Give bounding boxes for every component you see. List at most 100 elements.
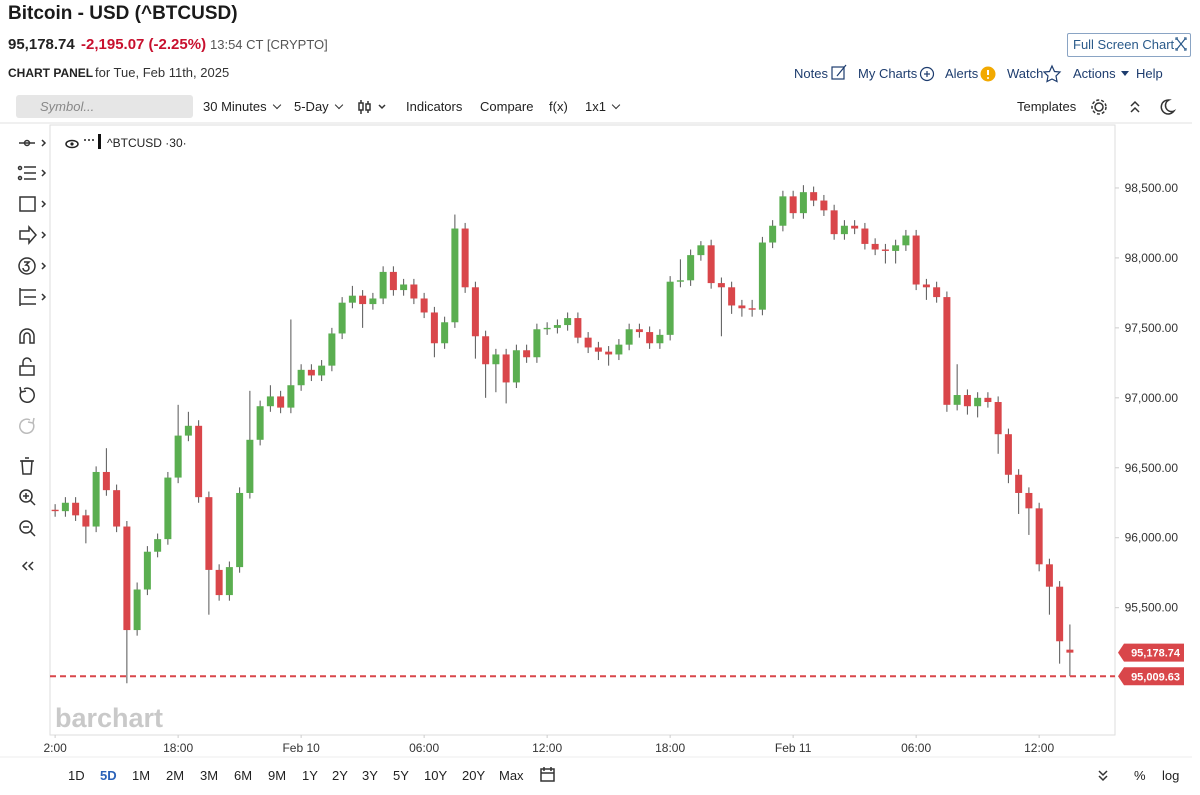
- tool-magnet[interactable]: [19, 328, 35, 344]
- period-button[interactable]: 5Y: [393, 768, 409, 783]
- period-button[interactable]: 2Y: [332, 768, 348, 783]
- period-button[interactable]: 3Y: [362, 768, 378, 783]
- tool-lines[interactable]: [17, 165, 47, 181]
- menu-mycharts[interactable]: My Charts: [858, 66, 918, 81]
- candle-body: [174, 435, 182, 478]
- tool-delete[interactable]: [20, 457, 34, 475]
- period-button[interactable]: 9M: [268, 768, 287, 783]
- period-button[interactable]: 1Y: [302, 768, 318, 783]
- tool-fib[interactable]: [19, 288, 47, 306]
- candle-body: [51, 509, 59, 512]
- settings-icon[interactable]: [1091, 99, 1107, 115]
- candle-body: [348, 295, 356, 303]
- tool-undo[interactable]: [19, 386, 35, 403]
- theme-icon[interactable]: [1160, 99, 1177, 115]
- candle-body: [594, 347, 602, 352]
- tool-shapes[interactable]: [19, 196, 47, 212]
- candle-body: [994, 402, 1002, 435]
- legend-label: ^BTCUSD ·30·: [107, 136, 187, 150]
- period-button[interactable]: 6M: [234, 768, 253, 783]
- candle-body: [748, 308, 756, 310]
- tool-redo[interactable]: [19, 417, 35, 434]
- x-tick-label: 06:00: [901, 741, 931, 755]
- tool-lock[interactable]: [19, 357, 35, 376]
- actions-icon[interactable]: [1121, 71, 1129, 76]
- candle-body: [205, 497, 213, 570]
- candle-body: [359, 295, 367, 305]
- candle-body: [666, 281, 674, 335]
- x-tick-label: 18:00: [655, 741, 685, 755]
- candle-body: [1045, 564, 1053, 587]
- price-change: -2,195.07 (-2.25%): [81, 36, 207, 53]
- candle-body: [297, 369, 305, 386]
- candle-body: [687, 255, 695, 281]
- candle-body: [143, 551, 151, 590]
- chevron: [334, 100, 343, 110]
- candle-body: [728, 287, 736, 306]
- log-toggle[interactable]: log: [1162, 768, 1180, 783]
- fx-button[interactable]: f(x): [549, 99, 568, 114]
- candle-body: [82, 515, 90, 527]
- tool-crosshair[interactable]: [19, 139, 47, 147]
- fullscreen-label[interactable]: Full Screen Chart: [1073, 37, 1175, 52]
- percent-toggle[interactable]: %: [1134, 768, 1146, 783]
- period-button[interactable]: Max: [499, 768, 524, 783]
- candle-body: [215, 569, 223, 596]
- x-tick-label: Feb 10: [282, 741, 320, 755]
- candle-body: [420, 298, 428, 313]
- tool-zoom-out[interactable]: [19, 520, 36, 537]
- tool-collapse[interactable]: [21, 561, 34, 571]
- chevron: [611, 100, 621, 110]
- period-button[interactable]: 3M: [200, 768, 219, 783]
- layout-label[interactable]: 1x1: [585, 99, 606, 114]
- interval-select[interactable]: 30 Minutes: [203, 99, 281, 114]
- menu-watch[interactable]: Watch: [1007, 66, 1044, 81]
- menu-help[interactable]: Help: [1136, 66, 1163, 81]
- calendar-icon[interactable]: [540, 767, 555, 782]
- period-button[interactable]: 10Y: [424, 768, 448, 783]
- range-select[interactable]: 5-Day: [294, 99, 343, 114]
- candle-body: [277, 396, 285, 408]
- menu-alerts[interactable]: Alerts: [945, 66, 979, 81]
- period-button[interactable]: 5D: [100, 768, 117, 783]
- tool-arrow[interactable]: [19, 225, 47, 245]
- search-placeholder[interactable]: Symbol...: [40, 99, 95, 114]
- candle-body: [984, 397, 992, 403]
- candle-body: [523, 350, 531, 358]
- symbol-search[interactable]: [16, 95, 193, 118]
- y-tick-label: 98,000.00: [1125, 251, 1179, 265]
- candle-body: [1015, 474, 1023, 493]
- collapse-icon[interactable]: [1130, 100, 1140, 113]
- candle-body: [246, 439, 254, 493]
- period-button[interactable]: 1M: [132, 768, 151, 783]
- mycharts-icon[interactable]: [919, 66, 935, 82]
- candle-body: [840, 225, 848, 235]
- indicators-button[interactable]: Indicators: [406, 99, 463, 114]
- candle-body: [256, 406, 264, 440]
- interval-label[interactable]: 30 Minutes: [203, 99, 267, 114]
- templates-button[interactable]: Templates: [1017, 99, 1077, 114]
- menu-notes[interactable]: Notes: [794, 66, 828, 81]
- period-button[interactable]: 1D: [68, 768, 85, 783]
- candle-body: [1004, 434, 1012, 475]
- candle-body: [451, 228, 459, 323]
- expand-icon[interactable]: [1098, 770, 1108, 782]
- range-label[interactable]: 5-Day: [294, 99, 329, 114]
- candle-body: [707, 245, 715, 284]
- alert-icon[interactable]: [980, 66, 996, 82]
- legend: ^BTCUSD ·30·: [65, 134, 187, 150]
- layout-select[interactable]: 1x1: [585, 99, 621, 114]
- watch-icon[interactable]: [1042, 64, 1062, 83]
- tool-zoom-in[interactable]: [19, 489, 36, 506]
- period-button[interactable]: 2M: [166, 768, 185, 783]
- chart-type-icon[interactable]: [358, 100, 386, 114]
- tool-count[interactable]: [18, 257, 47, 275]
- compare-button[interactable]: Compare: [480, 99, 534, 114]
- fullscreen-button[interactable]: Full Screen Chart: [1067, 33, 1191, 57]
- menu-actions[interactable]: Actions: [1073, 66, 1116, 81]
- notes-icon[interactable]: [831, 64, 847, 80]
- candle-body: [338, 302, 346, 334]
- candle-body: [307, 369, 315, 376]
- candle-body: [482, 336, 490, 365]
- period-button[interactable]: 20Y: [462, 768, 486, 783]
